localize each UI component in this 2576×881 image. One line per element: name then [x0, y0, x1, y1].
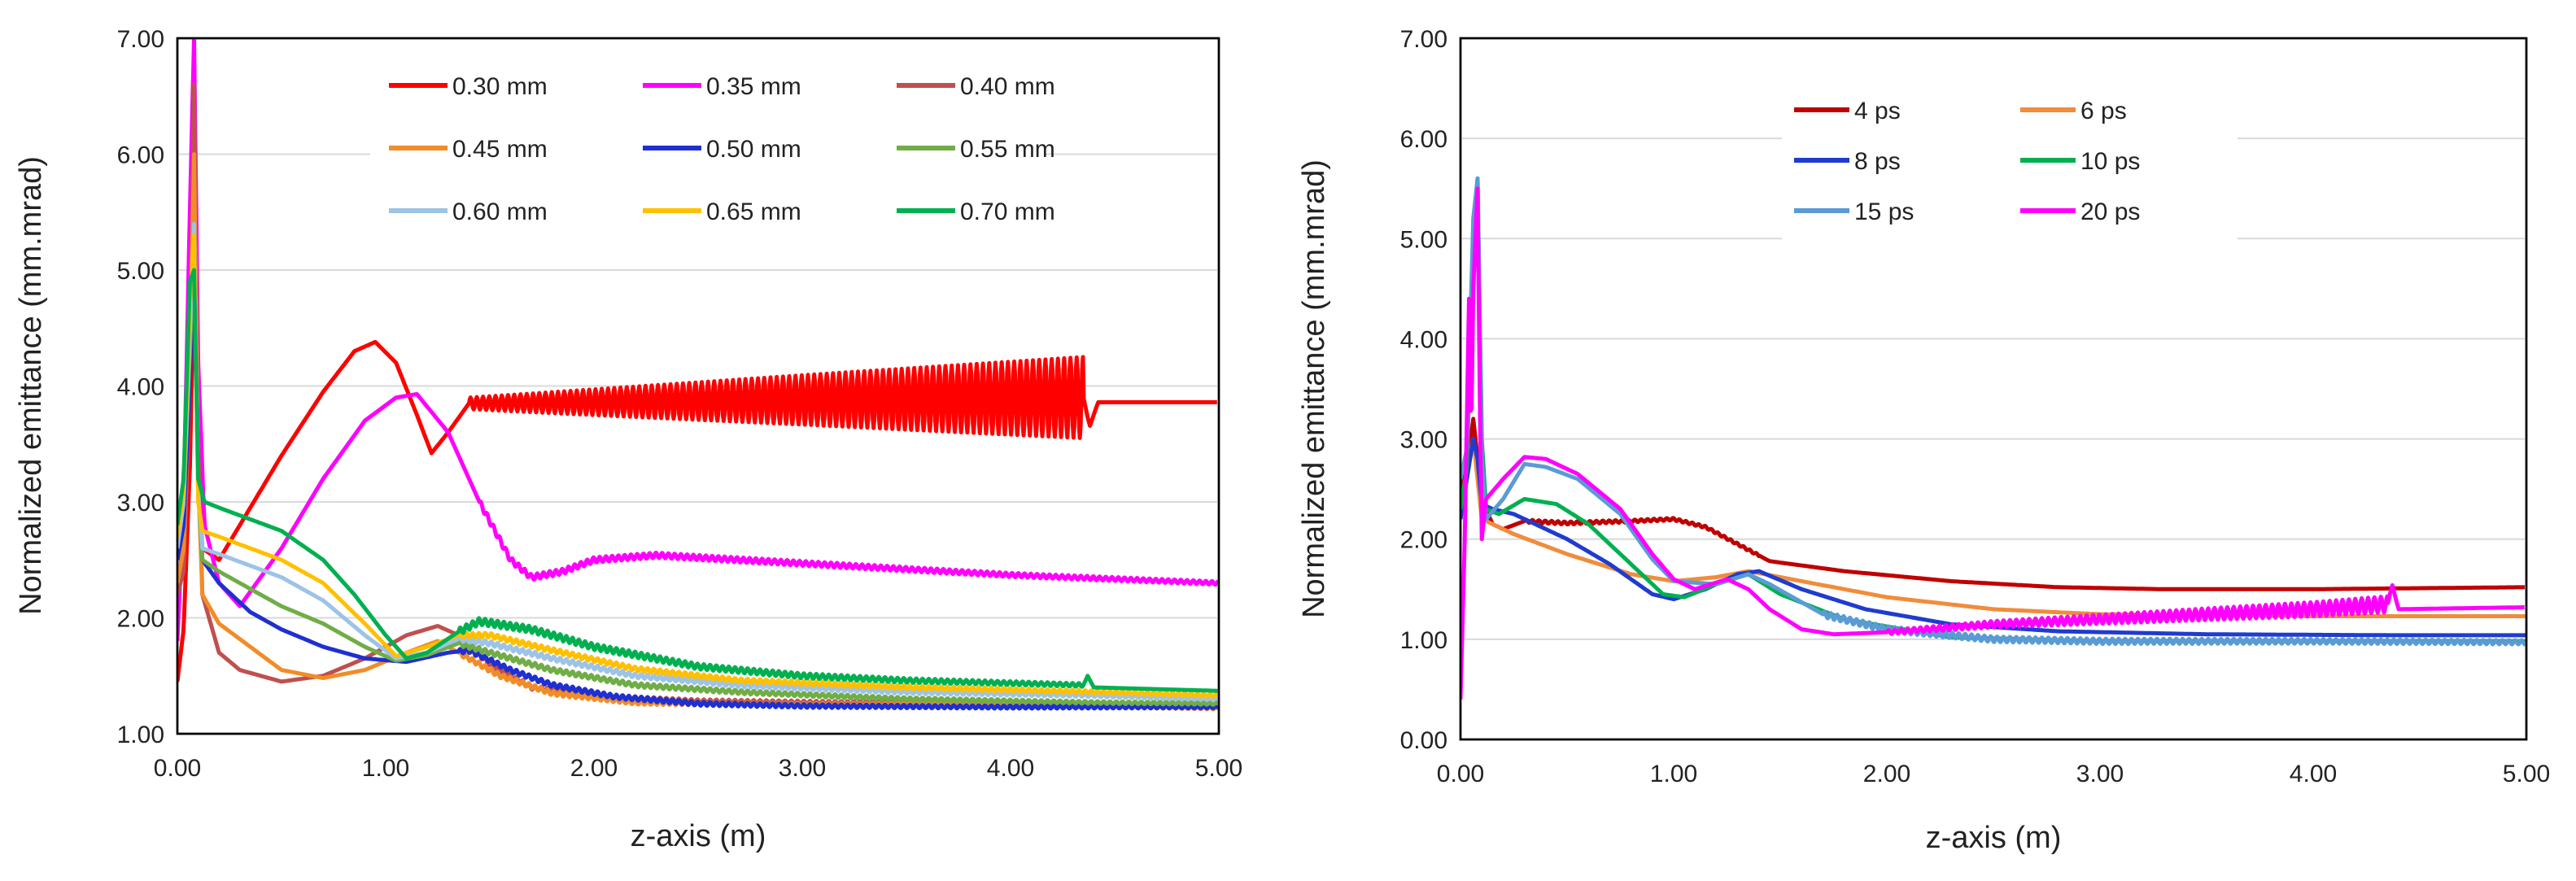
right-x-tick-label: 2.00 — [1863, 761, 1910, 787]
left-y-axis-title: Normalized emittance (mm.mrad) — [14, 156, 48, 615]
right-x-tick-label: 5.00 — [2503, 761, 2550, 787]
chart-left-emittance-vs-aperture: 1.00 2.00 3.00 4.00 5.00 6.00 7.00 0.00 1.00 2.00… — [14, 26, 1242, 853]
left-x-tick-label: 1.00 — [362, 755, 409, 782]
left-legend-label-0-65-mm: 0.65 mm — [706, 198, 801, 225]
left-y-tick-label: 1.00 — [117, 722, 164, 748]
left-y-tick-label: 6.00 — [117, 142, 164, 169]
right-x-tick-label: 4.00 — [2290, 761, 2337, 787]
right-y-tick-label: 6.00 — [1400, 126, 1447, 153]
right-y-tick-label: 3.00 — [1400, 427, 1447, 454]
right-legend-label-10-ps: 10 ps — [2080, 148, 2140, 175]
right-y-tick-label: 1.00 — [1400, 627, 1447, 654]
right-legend-background — [1782, 85, 2238, 248]
right-legend-label-8-ps: 8 ps — [1854, 148, 1901, 175]
right-plot-border — [1459, 37, 2528, 741]
left-y-tick-label: 3.00 — [117, 490, 164, 517]
left-legend-label-0-30-mm: 0.30 mm — [452, 73, 548, 100]
right-y-tick-label: 2.00 — [1400, 527, 1447, 554]
left-x-tick-label: 3.00 — [779, 755, 826, 782]
right-series-line-4-ps — [1460, 417, 2526, 591]
left-legend-label-0-45-mm: 0.45 mm — [452, 136, 548, 163]
left-x-tick-label: 4.00 — [987, 755, 1034, 782]
right-legend-label-15-ps: 15 ps — [1854, 198, 1914, 225]
left-x-axis-title: z-axis (m) — [631, 819, 766, 853]
right-legend-label-4-ps: 4 ps — [1854, 98, 1901, 124]
left-series-group — [177, 38, 1219, 712]
left-series-line-0-35-mm — [177, 38, 1219, 642]
right-y-tick-label: 5.00 — [1400, 226, 1447, 253]
left-legend-label-0-55-mm: 0.55 mm — [960, 136, 1055, 163]
left-x-tick-label: 0.00 — [154, 755, 201, 782]
left-y-tick-label: 2.00 — [117, 606, 164, 633]
left-legend-label-0-50-mm: 0.50 mm — [706, 136, 801, 163]
left-legend-label-0-70-mm: 0.70 mm — [960, 198, 1055, 225]
left-series-line-0-30-mm — [177, 268, 1217, 683]
chart-right-emittance-vs-pulse-length: 0.00 1.00 2.00 3.00 4.00 5.00 6.00 7.00 0.00 1.00… — [1297, 26, 2550, 855]
left-x-tick-label: 5.00 — [1195, 755, 1242, 782]
left-y-tick-label: 7.00 — [117, 26, 164, 53]
left-x-tick-label: 2.00 — [570, 755, 618, 782]
right-y-tick-label: 4.00 — [1400, 326, 1447, 353]
left-legend-label-0-35-mm: 0.35 mm — [706, 73, 801, 100]
left-series-line-0-55-mm — [177, 245, 1219, 707]
right-x-tick-label: 0.00 — [1437, 761, 1484, 787]
left-series-line-0-60-mm — [177, 221, 1219, 703]
right-series-group — [1460, 176, 2526, 700]
right-series-line-20-ps — [1460, 186, 2525, 700]
right-legend-label-6-ps: 6 ps — [2080, 98, 2127, 124]
left-series-line-0-70-mm — [177, 268, 1219, 693]
right-x-tick-label: 3.00 — [2076, 761, 2124, 787]
right-y-tick-label: 7.00 — [1400, 26, 1447, 53]
right-x-axis-title: z-axis (m) — [1926, 821, 2062, 855]
right-legend-label-20-ps: 20 ps — [2080, 198, 2140, 225]
right-series-line-15-ps — [1460, 176, 2526, 647]
left-legend-label-0-60-mm: 0.60 mm — [452, 198, 548, 225]
right-x-tick-label: 1.00 — [1650, 761, 1697, 787]
left-legend-label-0-40-mm: 0.40 mm — [960, 73, 1055, 100]
left-y-tick-label: 4.00 — [117, 374, 164, 401]
left-plot-border — [176, 37, 1220, 735]
right-y-axis-title: Normalized emittance (mm.mrad) — [1297, 159, 1331, 618]
left-series-line-0-50-mm — [177, 221, 1219, 711]
left-series-line-0-65-mm — [177, 233, 1219, 699]
left-y-tick-label: 5.00 — [117, 258, 164, 285]
right-y-tick-label: 0.00 — [1400, 727, 1447, 754]
